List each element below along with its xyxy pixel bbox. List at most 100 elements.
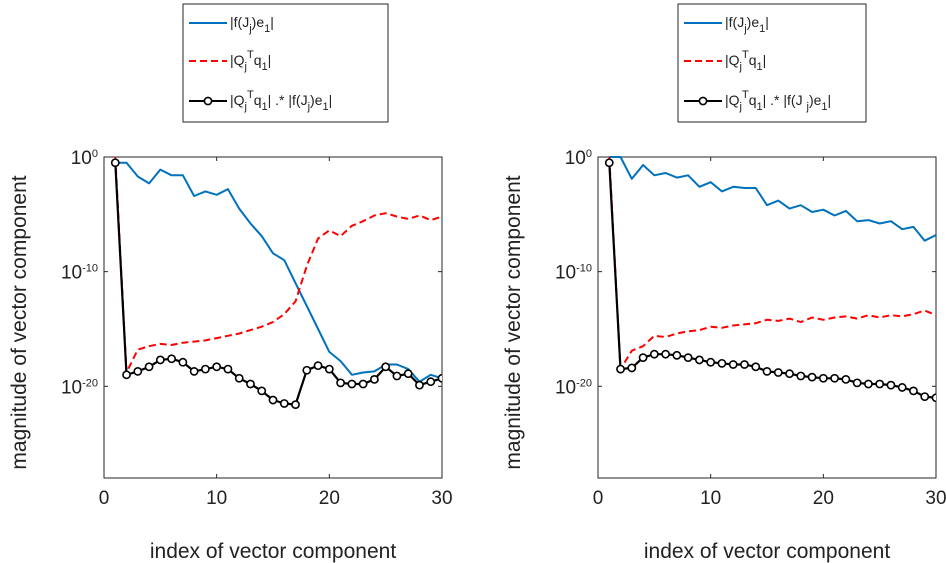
legend-marker — [203, 96, 213, 106]
series-line — [114, 162, 442, 406]
chart-panel-2: 0 10 20 30 100 10-10 10-20 index of vector comp… — [502, 3, 946, 563]
data-point — [830, 373, 839, 383]
x-tick-label: 10 — [700, 488, 721, 509]
legend: |f(Jj)e1| |QjTq1| |QjTq1| .* |f(Jj)e1| — [182, 3, 389, 123]
data-point — [144, 362, 154, 372]
data-point — [336, 378, 345, 388]
data-point — [189, 366, 199, 376]
legend-entry-1: |f(Jj)e1| — [189, 14, 274, 35]
data-point — [818, 373, 828, 383]
data-point — [695, 355, 704, 365]
legend: |f(Jj)e1| |QjTq1| |QjTq1| .* |f(J j)e1| — [677, 3, 867, 123]
x-tick-label: 20 — [319, 488, 340, 509]
data-point — [728, 360, 738, 369]
data-point — [324, 364, 334, 374]
y-tick-label: 100 — [71, 148, 98, 169]
legend-label: |QjTq1| — [725, 49, 766, 73]
data-point — [178, 357, 188, 367]
legend-entry-2: |QjTq1| — [684, 49, 766, 73]
legend-marker — [698, 96, 708, 106]
data-point — [415, 380, 424, 390]
series-3 — [110, 158, 442, 410]
data-point — [437, 373, 442, 383]
legend-box — [182, 3, 389, 123]
data-point — [212, 362, 222, 372]
data-point — [852, 378, 862, 388]
data-point — [875, 379, 885, 389]
data-point — [133, 366, 143, 376]
data-point — [683, 353, 693, 363]
data-point — [931, 393, 936, 403]
data-point — [155, 355, 165, 365]
data-point — [381, 362, 391, 372]
x-tick-label: 0 — [593, 488, 604, 509]
y-axis-label: magnitude of vector component — [502, 175, 525, 469]
data-point — [807, 372, 817, 382]
y-tick-label: 10-20 — [61, 377, 98, 398]
data-point — [167, 354, 176, 364]
data-point — [920, 392, 930, 402]
legend-entry-2: |QjTq1| — [189, 49, 271, 73]
data-point — [369, 375, 379, 384]
x-tick-label: 30 — [431, 488, 452, 509]
y-tick-label: 10-10 — [61, 263, 98, 284]
data-point — [110, 158, 120, 168]
data-point — [616, 364, 625, 374]
data-point — [347, 379, 357, 389]
data-point — [302, 365, 312, 375]
legend-label: |f(Jj)e1| — [725, 14, 769, 35]
data-point — [886, 380, 896, 390]
series-line — [608, 162, 936, 399]
x-tick-label: 20 — [813, 488, 834, 509]
series-line — [609, 156, 936, 242]
axes-box — [597, 156, 937, 479]
data-point — [661, 349, 670, 359]
legend-label: |QjTq1| — [230, 49, 271, 73]
series-line — [115, 161, 442, 383]
series-1 — [115, 161, 442, 383]
data-point — [200, 364, 210, 374]
data-point — [717, 358, 727, 368]
legend-entry-1: |f(Jj)e1| — [684, 14, 769, 35]
x-axis-label: index of vector component — [150, 540, 396, 563]
data-point — [403, 369, 413, 379]
series-line — [114, 156, 442, 374]
data-point — [122, 370, 131, 380]
legend-label: |f(Jj)e1| — [230, 14, 274, 35]
data-point — [909, 386, 918, 396]
y-tick-label: 10-10 — [555, 263, 592, 284]
data-point — [740, 360, 749, 369]
data-point — [762, 366, 772, 376]
x-tick-label: 30 — [925, 488, 946, 509]
data-point — [257, 386, 267, 396]
data-point — [246, 379, 255, 389]
data-point — [672, 350, 682, 360]
series-2 — [608, 156, 936, 371]
data-point — [706, 357, 716, 367]
data-point — [291, 400, 300, 410]
axes-box — [103, 156, 443, 479]
data-point — [426, 377, 436, 387]
y-tick-label: 10-20 — [555, 377, 592, 398]
x-tick-label: 10 — [206, 488, 227, 509]
data-point — [796, 371, 806, 381]
data-point — [627, 363, 637, 373]
y-axis-label: magnitude of vector component — [8, 175, 31, 469]
legend-label: |QjTq1| .* |f(Jj)e1| — [230, 89, 332, 113]
series-1 — [609, 156, 936, 242]
data-point — [864, 379, 873, 389]
data-point — [841, 375, 851, 384]
data-point — [313, 361, 323, 371]
data-point — [751, 362, 761, 372]
y-tick-label: 100 — [565, 148, 592, 169]
series-line — [608, 156, 936, 371]
data-point — [638, 353, 648, 363]
data-point — [897, 383, 907, 392]
data-point — [268, 395, 278, 405]
series-3 — [604, 158, 936, 403]
data-point — [358, 379, 368, 389]
data-point — [234, 373, 244, 383]
chart-panel-1: 0 10 20 30 100 10-10 10-20 index of vector comp… — [8, 3, 453, 563]
data-point — [223, 364, 233, 374]
